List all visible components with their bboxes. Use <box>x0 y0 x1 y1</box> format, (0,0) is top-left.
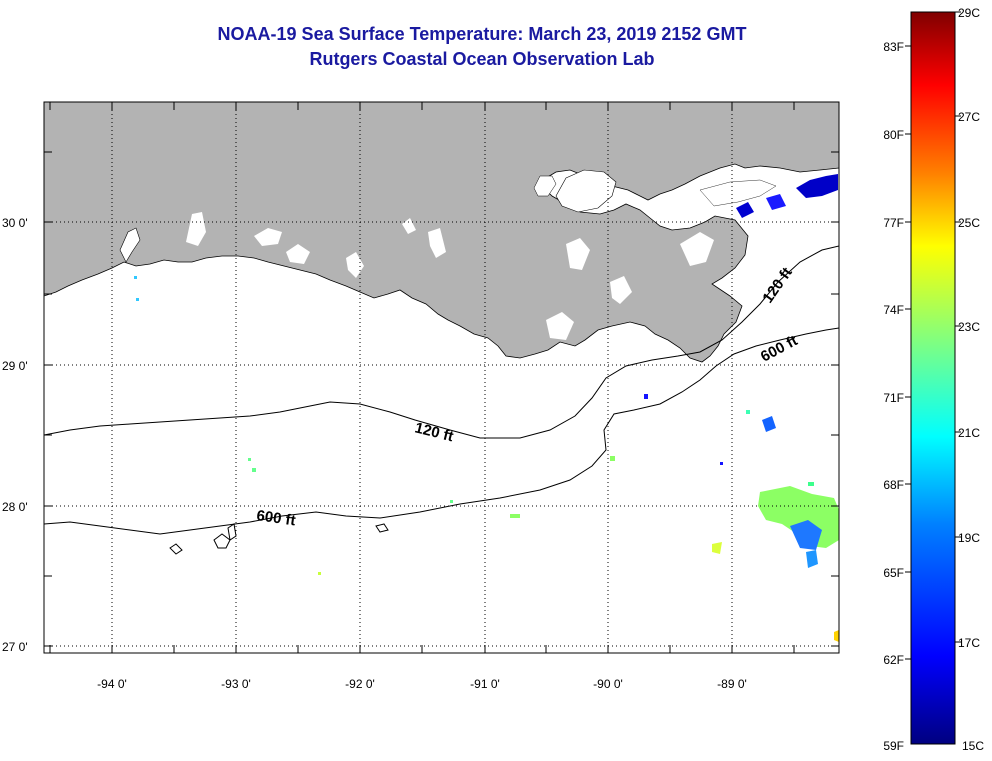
colorbar-c-25: 25C <box>958 216 980 230</box>
lake-pontchartrain <box>555 169 617 213</box>
map-subtitle: Rutgers Coastal Ocean Observation Lab <box>309 49 655 69</box>
lat-label-30: 30 0' <box>2 216 28 230</box>
colorbar <box>910 11 956 745</box>
bayou-lake-1 <box>402 218 416 234</box>
lon-label-92: -92 0' <box>345 677 375 691</box>
colorbar-c-15: 15C <box>962 739 984 753</box>
lon-label-89: -89 0' <box>717 677 747 691</box>
contour-label-600ft-west: 600 ft <box>255 507 296 529</box>
contour-120ft <box>44 245 839 439</box>
bayou-lake-4 <box>566 238 590 270</box>
colorbar-c-19: 19C <box>958 531 980 545</box>
sabine-lake <box>119 227 141 263</box>
lon-label-91: -91 0' <box>470 677 500 691</box>
delta-marsh <box>610 276 632 304</box>
axis-ticks <box>44 102 839 653</box>
lon-label-94: -94 0' <box>97 677 127 691</box>
colorbar-f-68: 68F <box>883 478 904 492</box>
colorbar-c-17: 17C <box>958 636 980 650</box>
bayou-lake-2 <box>428 228 446 258</box>
colorbar-f-71: 71F <box>883 391 904 405</box>
land-mass <box>44 102 839 363</box>
colorbar-c-29: 29C <box>958 6 980 20</box>
lat-label-27: 27 0' <box>2 640 28 654</box>
map-frame <box>43 101 840 654</box>
grand-lake <box>286 244 310 264</box>
chandeleur-sound <box>699 179 777 207</box>
colorbar-f-62: 62F <box>883 653 904 667</box>
colorbar-f-74: 74F <box>883 303 904 317</box>
colorbar-f-65: 65F <box>883 566 904 580</box>
barataria-bay <box>546 312 574 340</box>
colorbar-ticks <box>905 11 961 660</box>
colorbar-f-83: 83F <box>883 40 904 54</box>
lake-maurepas <box>533 175 557 197</box>
colorbar-c-21: 21C <box>958 426 980 440</box>
colorbar-c-27: 27C <box>958 110 980 124</box>
lon-label-93: -93 0' <box>221 677 251 691</box>
lon-label-90: -90 0' <box>593 677 623 691</box>
contour-600ft <box>44 327 839 535</box>
lake-calcasieu <box>186 212 206 246</box>
lat-label-29: 29 0' <box>2 359 28 373</box>
colorbar-f-59: 59F <box>883 739 904 753</box>
colorbar-f-77: 77F <box>883 216 904 230</box>
sst-observations <box>134 174 839 642</box>
breton-sound <box>680 232 714 266</box>
map-title: NOAA-19 Sea Surface Temperature: March 2… <box>217 24 747 44</box>
colorbar-c-23: 23C <box>958 320 980 334</box>
lat-label-28: 28 0' <box>2 500 28 514</box>
graticule <box>44 102 839 653</box>
colorbar-f-80: 80F <box>883 128 904 142</box>
white-lake <box>254 228 282 246</box>
